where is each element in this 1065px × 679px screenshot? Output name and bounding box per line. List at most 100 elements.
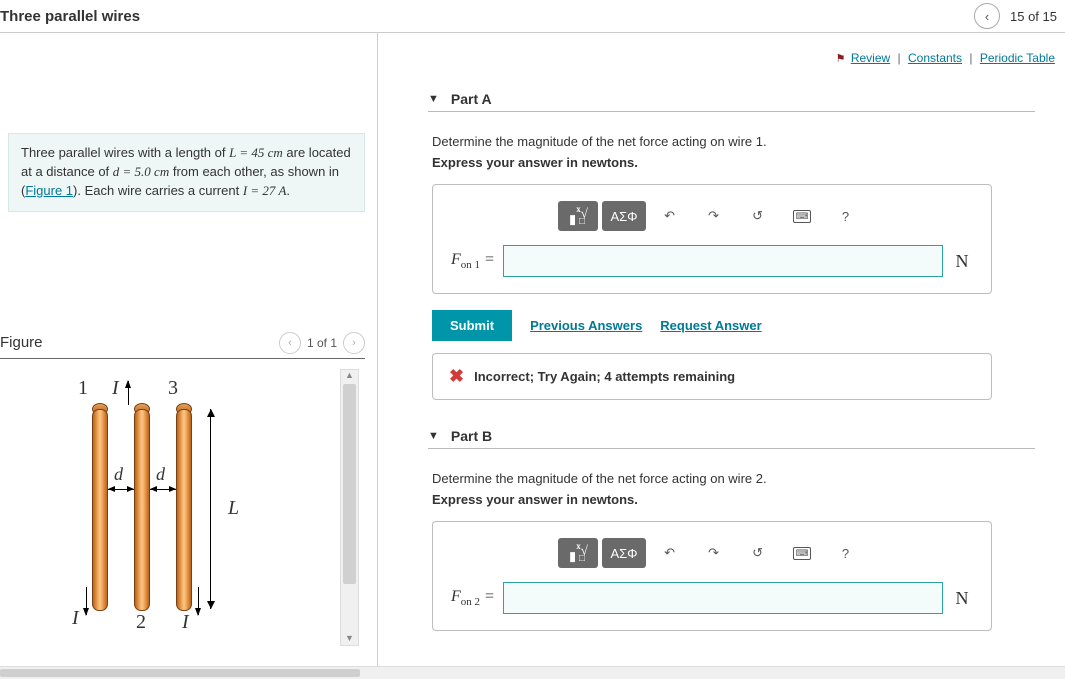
part-a-feedback: ✖ Incorrect; Try Again; 4 attempts remai… bbox=[432, 353, 992, 400]
help-icon: ? bbox=[842, 209, 849, 224]
reset-button[interactable]: ↺ bbox=[738, 538, 778, 568]
horizontal-scrollbar[interactable] bbox=[0, 666, 1065, 679]
part-a-feedback-text: Incorrect; Try Again; 4 attempts remaini… bbox=[474, 369, 735, 384]
wire-number-2: 2 bbox=[136, 611, 146, 634]
L-bracket bbox=[210, 409, 211, 609]
help-button[interactable]: ? bbox=[826, 201, 866, 231]
templates-button[interactable]: ▮x√□ bbox=[558, 538, 598, 568]
periodic-table-link[interactable]: Periodic Table bbox=[980, 51, 1055, 65]
redo-icon: ↷ bbox=[708, 545, 719, 561]
problem-statement: Three parallel wires with a length of L … bbox=[8, 133, 365, 212]
link-separator-2: | bbox=[969, 51, 972, 65]
part-a-question: Determine the magnitude of the net force… bbox=[432, 134, 1035, 149]
part-a-hint: Express your answer in newtons. bbox=[432, 155, 1035, 170]
current-arrow-up bbox=[128, 381, 129, 405]
chevron-left-icon: ‹ bbox=[288, 337, 292, 349]
wire-1 bbox=[92, 409, 108, 611]
figure-link[interactable]: Figure 1 bbox=[25, 183, 73, 198]
page: Three parallel wires ‹ 15 of 15 Three pa… bbox=[0, 0, 1065, 679]
prev-question-button[interactable]: ‹ bbox=[974, 3, 1000, 29]
current-label-bottom-1: I bbox=[72, 607, 79, 630]
keyboard-icon: ⌨ bbox=[793, 547, 811, 560]
part-a-answer-frame: ▮x√□ ΑΣΦ ↶ ↷ ↺ ⌨ bbox=[432, 184, 992, 294]
figure-title: Figure bbox=[0, 334, 43, 351]
part-b-toolbar: ▮x√□ ΑΣΦ ↶ ↷ ↺ ⌨ bbox=[451, 538, 973, 568]
undo-icon: ↶ bbox=[664, 208, 675, 224]
wire-number-1: 1 bbox=[78, 377, 88, 400]
part-b-answer-row: Fon 2 = N bbox=[451, 582, 973, 614]
current-label-bottom-3: I bbox=[182, 611, 189, 634]
part-b-title: Part B bbox=[451, 428, 492, 444]
constants-link[interactable]: Constants bbox=[908, 51, 962, 65]
L-label: L bbox=[228, 497, 239, 520]
part-b: ▼ Part B Determine the magnitude of the … bbox=[428, 428, 1035, 631]
wire-number-3: 3 bbox=[168, 377, 178, 400]
help-button[interactable]: ? bbox=[826, 538, 866, 568]
templates-button[interactable]: ▮x√□ bbox=[558, 201, 598, 231]
d-label-1: d bbox=[114, 464, 123, 485]
templates-icon: ▮x√□ bbox=[569, 541, 588, 564]
scroll-thumb[interactable] bbox=[343, 384, 356, 584]
part-a-answer-row: Fon 1 = N bbox=[451, 245, 973, 277]
keyboard-button[interactable]: ⌨ bbox=[782, 201, 822, 231]
review-link[interactable]: Review bbox=[851, 51, 890, 65]
redo-button[interactable]: ↷ bbox=[694, 201, 734, 231]
current-arrow-down-1 bbox=[86, 587, 87, 615]
figure-prev-button[interactable]: ‹ bbox=[279, 332, 301, 354]
part-b-hint: Express your answer in newtons. bbox=[432, 492, 1035, 507]
part-a-var-sub: on 1 bbox=[461, 259, 480, 271]
L-equation: L = 45 cm bbox=[229, 145, 283, 160]
part-a-toolbar: ▮x√□ ΑΣΦ ↶ ↷ ↺ ⌨ bbox=[451, 201, 973, 231]
part-a-unit: N bbox=[951, 251, 973, 272]
chevron-right-icon: › bbox=[352, 337, 356, 349]
hscroll-thumb[interactable] bbox=[0, 669, 360, 677]
part-a-eq: = bbox=[480, 251, 495, 268]
scroll-up-icon: ▲ bbox=[341, 370, 358, 382]
top-links: ⚑ Review | Constants | Periodic Table bbox=[836, 51, 1055, 65]
part-b-answer-input[interactable] bbox=[503, 582, 943, 614]
wire-3 bbox=[176, 409, 192, 611]
left-column: Three parallel wires with a length of L … bbox=[0, 33, 378, 679]
part-b-var-label: Fon 2 = bbox=[451, 588, 495, 608]
figure-next-button[interactable]: › bbox=[343, 332, 365, 354]
link-separator-1: | bbox=[898, 51, 901, 65]
problem-text-1: Three parallel wires with a length of bbox=[21, 145, 229, 160]
templates-icon: ▮x√□ bbox=[569, 204, 588, 227]
request-answer-link[interactable]: Request Answer bbox=[660, 318, 761, 333]
undo-button[interactable]: ↶ bbox=[650, 538, 690, 568]
keyboard-button[interactable]: ⌨ bbox=[782, 538, 822, 568]
d-label-2: d bbox=[156, 464, 165, 485]
chevron-left-icon: ‹ bbox=[985, 9, 989, 24]
help-icon: ? bbox=[842, 546, 849, 561]
figure-pager-text: 1 of 1 bbox=[307, 336, 337, 350]
d-arrow-2 bbox=[150, 489, 176, 490]
part-a-submit-button[interactable]: Submit bbox=[432, 310, 512, 341]
greek-button[interactable]: ΑΣΦ bbox=[602, 201, 645, 231]
header-bar: Three parallel wires ‹ 15 of 15 bbox=[0, 0, 1065, 33]
assignment-title: Three parallel wires bbox=[0, 8, 140, 25]
keyboard-icon: ⌨ bbox=[793, 210, 811, 223]
body: Three parallel wires with a length of L … bbox=[0, 33, 1065, 679]
figure-scrollbar[interactable]: ▲ ▼ bbox=[340, 369, 359, 646]
figure-header: Figure ‹ 1 of 1 › bbox=[0, 332, 365, 359]
caret-down-icon: ▼ bbox=[428, 93, 439, 105]
previous-answers-link[interactable]: Previous Answers bbox=[530, 318, 642, 333]
part-a-header[interactable]: ▼ Part A bbox=[428, 91, 1035, 112]
undo-button[interactable]: ↶ bbox=[650, 201, 690, 231]
part-a-answer-input[interactable] bbox=[503, 245, 943, 277]
part-b-header[interactable]: ▼ Part B bbox=[428, 428, 1035, 449]
reset-icon: ↺ bbox=[752, 545, 763, 561]
part-a-submit-row: Submit Previous Answers Request Answer bbox=[432, 310, 1035, 341]
I-equation: I = 27 A bbox=[243, 183, 287, 198]
undo-icon: ↶ bbox=[664, 545, 675, 561]
incorrect-icon: ✖ bbox=[449, 366, 464, 387]
reset-button[interactable]: ↺ bbox=[738, 201, 778, 231]
part-a-var: F bbox=[451, 251, 461, 268]
redo-button[interactable]: ↷ bbox=[694, 538, 734, 568]
greek-button[interactable]: ΑΣΦ bbox=[602, 538, 645, 568]
current-label-top: I bbox=[112, 377, 119, 400]
problem-text-5: . bbox=[286, 183, 290, 198]
progress-wrap: ‹ 15 of 15 bbox=[974, 3, 1057, 29]
figure-canvas: 1 I 3 d d bbox=[0, 369, 330, 659]
d-arrow-1 bbox=[108, 489, 134, 490]
